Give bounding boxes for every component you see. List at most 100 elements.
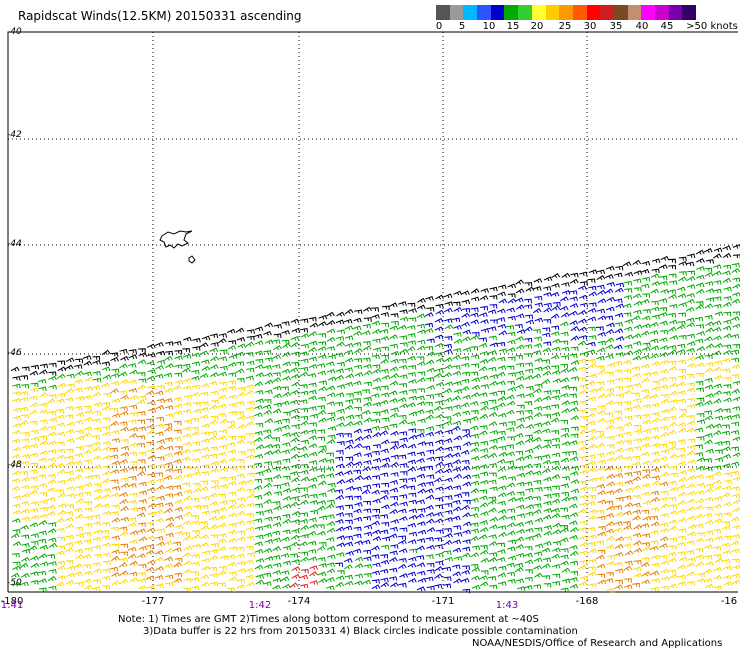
wind-barb — [316, 363, 326, 368]
wind-barb — [713, 383, 723, 389]
wind-barb — [605, 344, 614, 350]
wind-barb — [678, 528, 687, 533]
wind-barb — [507, 356, 516, 362]
wind-barb — [453, 338, 463, 344]
wind-barb — [118, 371, 128, 377]
wind-barb — [541, 563, 551, 569]
wind-barb — [488, 496, 497, 502]
wind-barb — [569, 534, 578, 540]
wind-barb — [228, 340, 237, 345]
wind-barb — [326, 568, 336, 574]
wind-barb — [435, 497, 444, 502]
wind-barb — [201, 365, 211, 371]
wind-barb — [344, 541, 354, 547]
wind-barb — [498, 475, 508, 480]
wind-barb — [138, 378, 147, 383]
wind-barb — [246, 581, 255, 587]
wind-barb — [462, 565, 470, 570]
wind-barb — [237, 343, 247, 349]
wind-barb — [516, 329, 526, 334]
wind-barb — [695, 465, 705, 471]
wind-barb — [390, 350, 400, 356]
wind-barb — [308, 356, 318, 362]
wind-barb — [604, 288, 614, 294]
wind-barb — [632, 293, 642, 299]
wind-barb — [633, 573, 643, 578]
wind-barb — [191, 571, 199, 576]
wind-barb — [471, 575, 480, 581]
wind-barb — [253, 333, 263, 339]
wind-barb — [488, 566, 498, 571]
wind-barb — [352, 325, 362, 331]
wind-barb — [381, 354, 389, 360]
wind-barb — [38, 386, 47, 391]
wind-barb — [73, 540, 83, 545]
wind-barb — [399, 383, 407, 388]
wind-barb — [363, 516, 372, 521]
wind-barb — [245, 488, 254, 494]
wind-barb — [721, 430, 731, 436]
wind-barb — [660, 463, 670, 469]
wind-barb — [587, 460, 597, 466]
wind-barb — [696, 387, 705, 392]
wind-barb — [93, 495, 103, 501]
wind-barb — [623, 584, 633, 590]
wind-barb — [641, 483, 651, 488]
wind-barb — [290, 408, 299, 414]
wind-barb — [695, 489, 705, 495]
wind-barb — [596, 509, 605, 515]
wind-barb — [398, 419, 408, 425]
wind-barb — [569, 576, 578, 582]
wind-barb — [66, 383, 75, 389]
wind-barb — [110, 479, 119, 485]
wind-barb — [363, 573, 372, 578]
wind-barb — [514, 323, 523, 329]
wind-barb — [452, 365, 461, 370]
wind-barb — [57, 536, 65, 542]
wind-barb — [462, 499, 471, 505]
wind-barb — [650, 521, 660, 527]
wind-barb — [65, 397, 74, 402]
wind-barb — [696, 324, 705, 329]
wind-barb — [606, 435, 615, 441]
wind-barb — [488, 335, 497, 341]
wind-barb — [515, 375, 525, 381]
wind-barb — [604, 412, 614, 417]
wind-barb — [515, 466, 524, 471]
wind-barb — [21, 453, 31, 459]
wind-barb — [542, 557, 552, 563]
wind-barb — [569, 471, 579, 476]
wind-barb — [452, 564, 461, 570]
wind-barb — [489, 391, 498, 397]
wind-barb — [560, 457, 570, 463]
wind-barb — [29, 370, 39, 376]
wind-barb — [731, 558, 740, 564]
wind-barb — [452, 395, 462, 401]
wind-barb — [587, 326, 596, 332]
wind-barb — [210, 372, 219, 378]
wind-barb — [255, 372, 265, 378]
wind-barb — [551, 369, 561, 375]
wind-barb — [416, 361, 426, 367]
wind-barb — [399, 335, 408, 341]
wind-barb — [721, 525, 731, 531]
wind-barb — [407, 522, 417, 528]
wind-barb — [595, 476, 605, 481]
wind-barb — [254, 381, 264, 387]
wind-barb — [615, 265, 624, 271]
wind-barb — [191, 375, 200, 381]
wind-barb — [92, 370, 101, 376]
wind-barb — [200, 534, 210, 540]
wind-barb — [533, 557, 543, 563]
wind-barb — [66, 493, 76, 499]
wind-barb — [172, 385, 182, 391]
map-grid — [7, 31, 738, 593]
wind-barb — [398, 539, 407, 545]
wind-barb — [506, 562, 515, 568]
wind-barb — [515, 423, 525, 429]
wind-barb — [335, 575, 345, 581]
wind-barb — [570, 426, 579, 432]
wind-barb — [228, 522, 237, 528]
wind-barb — [605, 274, 614, 279]
wind-barb — [111, 543, 120, 549]
